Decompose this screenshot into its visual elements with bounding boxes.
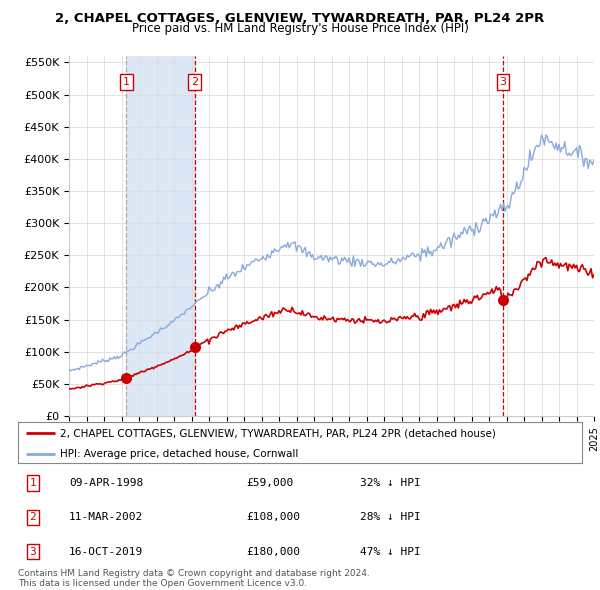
Text: 32% ↓ HPI: 32% ↓ HPI <box>360 478 421 488</box>
Text: 3: 3 <box>499 77 506 87</box>
Text: 2: 2 <box>191 77 199 87</box>
Text: 11-MAR-2002: 11-MAR-2002 <box>69 513 143 522</box>
Text: £180,000: £180,000 <box>246 547 300 556</box>
Text: Price paid vs. HM Land Registry's House Price Index (HPI): Price paid vs. HM Land Registry's House … <box>131 22 469 35</box>
Text: 09-APR-1998: 09-APR-1998 <box>69 478 143 488</box>
Text: 2, CHAPEL COTTAGES, GLENVIEW, TYWARDREATH, PAR, PL24 2PR (detached house): 2, CHAPEL COTTAGES, GLENVIEW, TYWARDREAT… <box>60 428 496 438</box>
Bar <box>126 56 195 416</box>
Text: 3: 3 <box>29 547 37 556</box>
Text: 2, CHAPEL COTTAGES, GLENVIEW, TYWARDREATH, PAR, PL24 2PR: 2, CHAPEL COTTAGES, GLENVIEW, TYWARDREAT… <box>55 12 545 25</box>
Text: £59,000: £59,000 <box>246 478 293 488</box>
Text: Contains HM Land Registry data © Crown copyright and database right 2024.
This d: Contains HM Land Registry data © Crown c… <box>18 569 370 588</box>
Text: 47% ↓ HPI: 47% ↓ HPI <box>360 547 421 556</box>
Text: £108,000: £108,000 <box>246 513 300 522</box>
Text: 1: 1 <box>29 478 37 488</box>
Text: 28% ↓ HPI: 28% ↓ HPI <box>360 513 421 522</box>
Text: 16-OCT-2019: 16-OCT-2019 <box>69 547 143 556</box>
Text: HPI: Average price, detached house, Cornwall: HPI: Average price, detached house, Corn… <box>60 449 299 459</box>
Text: 2: 2 <box>29 513 37 522</box>
Text: 1: 1 <box>123 77 130 87</box>
